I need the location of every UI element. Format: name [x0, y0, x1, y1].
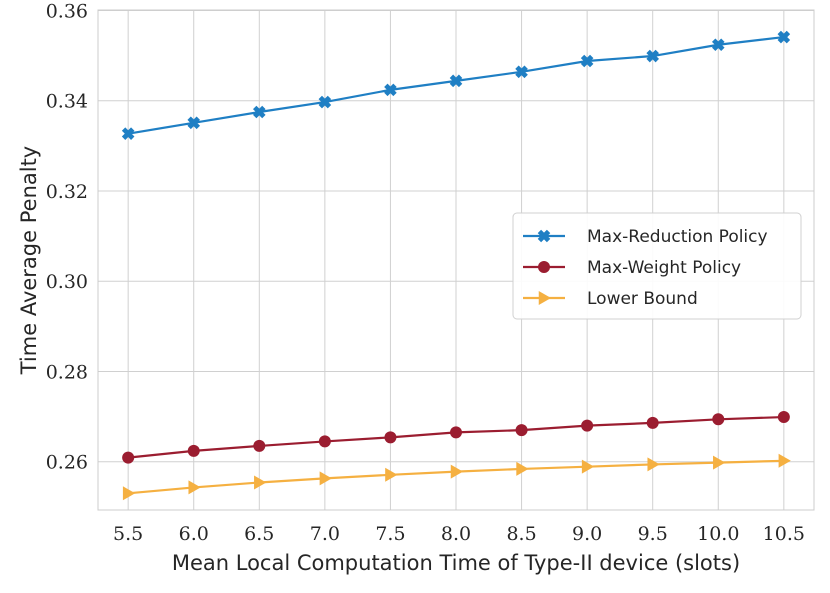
- data-point: [580, 54, 594, 68]
- x-tick-label: 6.0: [179, 523, 209, 545]
- x-tick-label: 9.5: [638, 523, 668, 545]
- data-point: [188, 480, 201, 495]
- legend-box: [512, 212, 802, 320]
- tick-labels: 5.5 6.0 6.5 7.0 7.5 8.0 8.5 9.0 9.5 10.0 10.5 0.26 0…: [46, 0, 805, 545]
- y-tick-label: 0.36: [46, 0, 88, 22]
- data-point: [187, 116, 201, 130]
- data-point: [647, 457, 660, 472]
- data-point: [711, 38, 725, 52]
- data-point: [449, 74, 463, 88]
- y-tick-label: 0.26: [46, 452, 88, 474]
- data-point: [122, 451, 135, 464]
- data-point: [581, 459, 595, 474]
- legend-label: Lower Bound: [587, 289, 698, 309]
- y-tick-label: 0.30: [46, 271, 88, 293]
- data-point: [319, 471, 332, 486]
- series-group: [121, 30, 791, 501]
- x-tick-label: 10.0: [697, 523, 739, 545]
- legend-marker: [538, 291, 551, 305]
- data-point: [121, 127, 135, 140]
- data-point: [646, 416, 659, 429]
- data-point: [450, 464, 463, 479]
- data-point: [713, 455, 726, 470]
- legend-item: Max-Reduction Policy: [523, 227, 768, 247]
- y-tick-label: 0.32: [46, 181, 88, 203]
- legend-label: Max-Reduction Policy: [587, 227, 768, 247]
- y-tick-label: 0.28: [46, 361, 88, 383]
- data-point: [385, 467, 398, 482]
- data-point: [450, 426, 462, 439]
- data-point: [384, 83, 397, 97]
- x-tick-label: 6.5: [244, 523, 274, 545]
- x-tick-label: 9.0: [572, 523, 602, 545]
- series-max-weight-policy: [122, 411, 790, 464]
- data-point: [515, 65, 528, 79]
- legend-item: Lower Bound: [523, 289, 698, 309]
- data-point: [778, 453, 791, 468]
- legend-marker: [538, 261, 550, 273]
- series-lower-bound: [122, 453, 791, 501]
- x-axis-title: Mean Local Computation Time of Type-II d…: [172, 551, 740, 575]
- data-point: [777, 411, 790, 424]
- legend-item: Max-Weight Policy: [523, 258, 741, 278]
- legend: Max-Reduction Policy Max-Weight Policy Low…: [512, 212, 802, 320]
- data-point: [187, 444, 200, 457]
- x-tick-label: 7.0: [310, 523, 340, 545]
- data-point: [254, 475, 267, 490]
- y-axis-title: Time Average Penalty: [17, 146, 41, 376]
- data-point: [122, 486, 136, 501]
- x-tick-label: 5.5: [113, 523, 143, 545]
- x-tick-label: 7.5: [375, 523, 405, 545]
- data-point: [581, 419, 594, 432]
- data-point: [516, 461, 529, 476]
- legend-label: Max-Weight Policy: [587, 258, 741, 278]
- x-tick-label: 8.5: [506, 523, 536, 545]
- legend-marker: [537, 229, 551, 243]
- data-point: [384, 431, 397, 444]
- data-point: [646, 49, 659, 63]
- plot-frame: [97, 9, 815, 511]
- data-point: [253, 439, 266, 452]
- data-point: [515, 424, 528, 437]
- data-point: [712, 413, 725, 426]
- x-tick-label: 8.0: [441, 523, 471, 545]
- data-point: [777, 30, 791, 44]
- series-max-reduction-policy: [121, 30, 791, 140]
- data-point: [253, 105, 266, 119]
- x-tick-label: 10.5: [763, 523, 805, 545]
- data-point: [318, 435, 331, 448]
- y-tick-label: 0.34: [46, 91, 88, 113]
- data-point: [318, 95, 332, 109]
